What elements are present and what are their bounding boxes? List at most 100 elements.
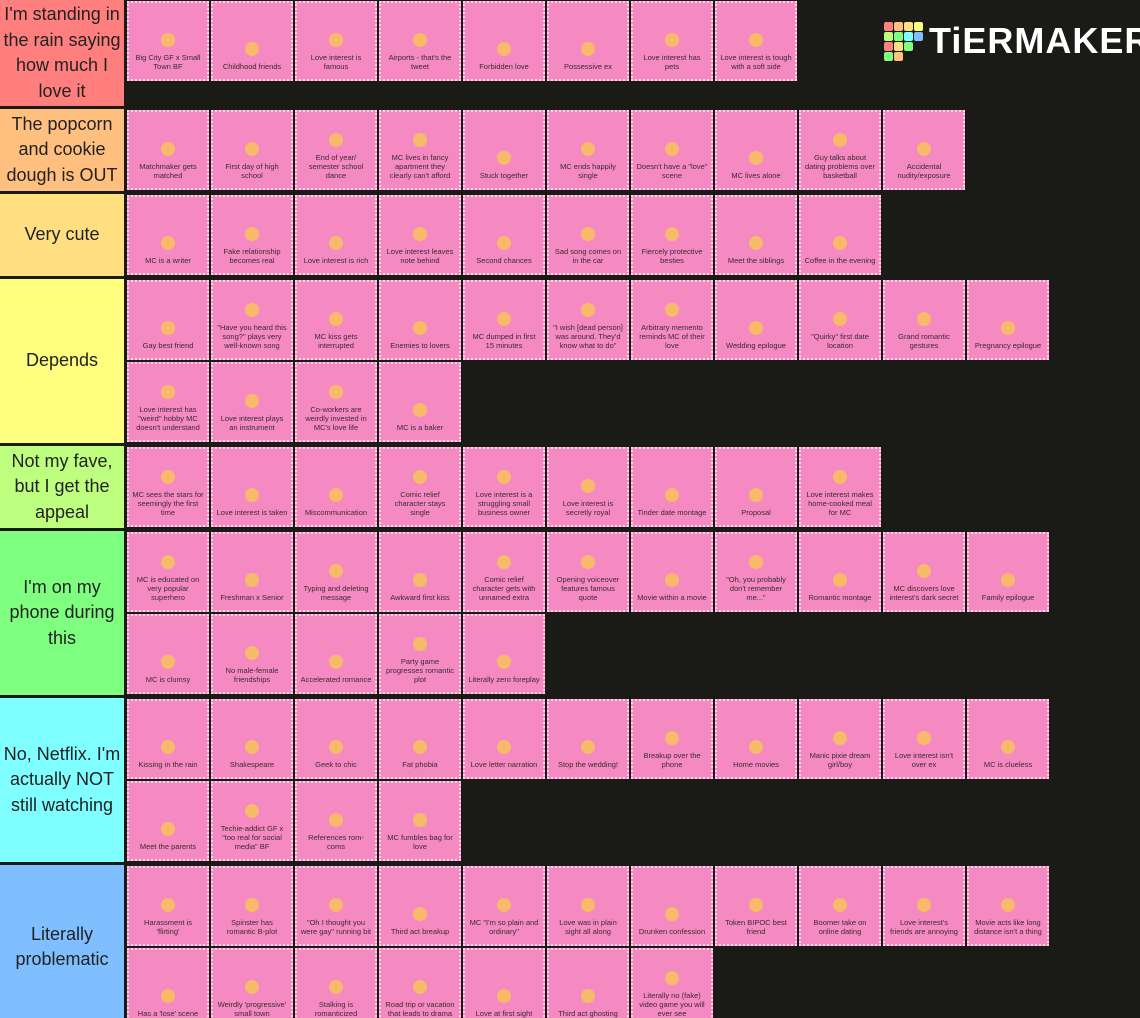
item-text: "Oh, you probably don't remember me..." (726, 575, 786, 602)
item-text: Forbidden love (479, 62, 529, 71)
tier-item: Gay best friend (127, 280, 209, 360)
tier-item: End of year/ semester school dance (295, 110, 377, 190)
item-icon (329, 980, 343, 994)
item-text: Family epilogue (981, 593, 1035, 602)
item-text: "Quirky" first date location (811, 332, 869, 350)
item-icon (245, 740, 259, 754)
item-icon (245, 42, 259, 56)
item-text: Opening voiceover features famous quote (556, 575, 620, 602)
tier-item: Love interest is famous (295, 1, 377, 81)
item-text: Love interest plays an instrument (220, 414, 284, 432)
item-icon (833, 133, 847, 147)
item-icon (413, 470, 427, 484)
tier-item: Comic relief character stays single (379, 447, 461, 527)
tier-item: Coffee in the evening (799, 195, 881, 275)
tier-item: Fiercely protective besties (631, 195, 713, 275)
tier-item: Road trip or vacation that leads to dram… (379, 948, 461, 1018)
tier-item: MC lives alone (715, 110, 797, 190)
item-icon (161, 898, 175, 912)
tier-item: MC is educated on very popular superhero (127, 532, 209, 612)
item-text: Coffee in the evening (804, 256, 876, 265)
tier-item: Token BIPOC best friend (715, 866, 797, 946)
tier-label: I'm standing in the rain saying how much… (0, 0, 124, 106)
item-text: Love interest has "weird" hobby MC doesn… (136, 405, 200, 432)
item-text: Literally zero foreplay (468, 675, 540, 684)
item-icon (749, 740, 763, 754)
item-text: Grand romantic gestures (898, 332, 950, 350)
item-icon (665, 907, 679, 921)
tier-items: MC is a writer Fake relationship becomes … (124, 194, 1090, 276)
item-text: Breakup over the phone (643, 751, 701, 769)
item-text: Stop the wedding! (557, 760, 619, 769)
tier-row: I'm standing in the rain saying how much… (0, 0, 1140, 109)
tier-item: Sad song comes on in the car (547, 195, 629, 275)
tier-item: Love interest makes home-cooked meal for… (799, 447, 881, 527)
tier-item: Manic pixie dream girl/boy (799, 699, 881, 779)
item-icon (581, 227, 595, 241)
item-icon (413, 637, 427, 651)
item-text: Spinster has romantic B-plot (226, 918, 278, 936)
item-text: Pregnancy epilogue (974, 341, 1042, 350)
item-icon (245, 303, 259, 317)
item-text: Love interest is a struggling small busi… (475, 490, 533, 517)
item-icon (413, 321, 427, 335)
item-text: Matchmaker gets matched (139, 162, 197, 180)
item-icon (245, 142, 259, 156)
tier-item: Second chances (463, 195, 545, 275)
item-text: MC sees the stars for seemingly the firs… (132, 490, 204, 517)
item-icon (749, 33, 763, 47)
item-text: Movie acts like long distance isn't a th… (974, 918, 1042, 936)
item-icon (833, 236, 847, 250)
tier-item: "Quirky" first date location (799, 280, 881, 360)
item-icon (161, 740, 175, 754)
item-icon (833, 573, 847, 587)
item-text: Love interest is famous (310, 53, 362, 71)
item-icon (497, 740, 511, 754)
item-text: Love interest is tough with a soft side (720, 53, 792, 71)
item-icon (749, 236, 763, 250)
item-text: Childhood friends (222, 62, 282, 71)
item-text: Comic relief character gets with unnamed… (472, 575, 536, 602)
item-icon (413, 907, 427, 921)
item-text: Geek to chic (315, 760, 357, 769)
tier-items: MC is educated on very popular superhero… (124, 531, 1090, 695)
item-icon (245, 488, 259, 502)
item-text: Techie-addict GF x "too real for social … (220, 824, 284, 851)
tier-label: The popcorn and cookie dough is OUT (0, 109, 124, 191)
item-text: Doesn't have a "love" scene (636, 162, 708, 180)
tier-item: "Oh, you probably don't remember me..." (715, 532, 797, 612)
item-text: Third act ghosting (558, 1009, 618, 1018)
item-icon (329, 236, 343, 250)
item-text: Love at first sight (475, 1009, 533, 1018)
item-text: Enemies to lovers (390, 341, 450, 350)
tier-item: Literally no (fake) video game you will … (631, 948, 713, 1018)
item-text: Love interest isn't over ex (894, 751, 954, 769)
item-icon (749, 151, 763, 165)
tier-item: Love interest is rich (295, 195, 377, 275)
item-text: Big City GF x Small Town BF (135, 53, 201, 71)
item-icon (245, 980, 259, 994)
tier-item: Forbidden love (463, 1, 545, 81)
item-icon (497, 236, 511, 250)
tier-item: Grand romantic gestures (883, 280, 965, 360)
item-icon (581, 740, 595, 754)
item-text: Comic relief character stays single (394, 490, 446, 517)
item-text: MC fumbles bag for love (387, 833, 453, 851)
item-text: MC ends happily single (560, 162, 616, 180)
tier-item: MC is clueless (967, 699, 1049, 779)
item-text: "Have you heard this song?" plays very w… (217, 323, 287, 350)
tier-label: No, Netflix. I'm actually NOT still watc… (0, 698, 124, 862)
item-text: Meet the siblings (727, 256, 785, 265)
tier-item: Love interest plays an instrument (211, 362, 293, 442)
item-text: Harassment is 'flirting' (144, 918, 192, 936)
tier-item: Love interest is tough with a soft side (715, 1, 797, 81)
item-icon (161, 142, 175, 156)
item-icon (1001, 898, 1015, 912)
item-text: MC dumped in first 15 minutes (472, 332, 536, 350)
tier-item: Opening voiceover features famous quote (547, 532, 629, 612)
item-icon (749, 555, 763, 569)
item-text: References rom-coms (308, 833, 364, 851)
tier-item: Harassment is 'flirting' (127, 866, 209, 946)
